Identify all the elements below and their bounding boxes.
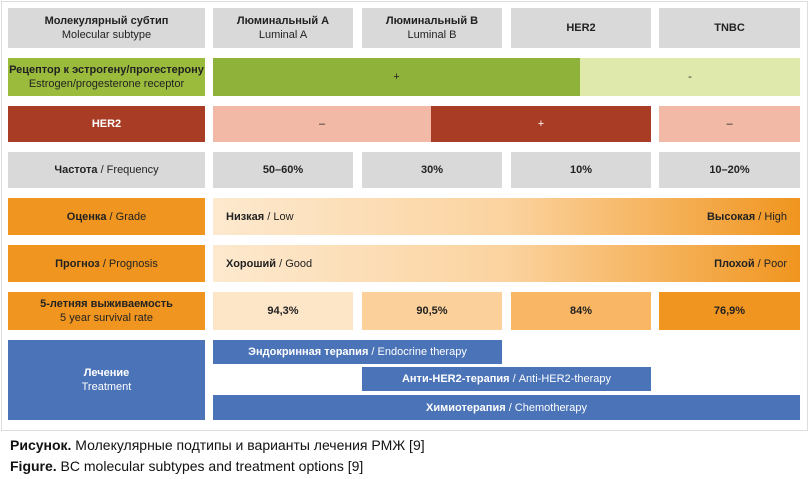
text: / High	[755, 210, 787, 223]
text: Molecular subtype	[61, 29, 152, 41]
frequency-cell: 30%	[362, 152, 502, 188]
header-label: Молекулярный субтип Molecular subtype	[8, 8, 205, 48]
text: Хороший	[226, 257, 277, 270]
text: HER2	[566, 22, 596, 34]
frequency-label: Частота / Frequency	[8, 152, 205, 188]
text: Эндокринная терапия	[248, 346, 369, 358]
survival-cell: 90,5%	[362, 292, 502, 330]
text: TNBC	[714, 22, 745, 34]
text: Luminal B	[407, 29, 457, 41]
frequency-cell: 10%	[511, 152, 651, 188]
receptor-label: Рецептор к эстрогену/прогестерону Estroge…	[8, 58, 205, 96]
grade-high: Высокая / High	[600, 198, 800, 235]
frame	[1, 1, 808, 431]
text: / Anti-HER2-therapy	[509, 373, 612, 385]
her2-label: HER2	[8, 106, 205, 142]
survival-label: 5-летняя выживаемость 5 year survival rat…	[8, 292, 205, 330]
header-col: Люминальный B Luminal B	[362, 8, 502, 48]
treatment-bar: Анти-HER2-терапия / Anti-HER2-therapy	[362, 367, 651, 391]
text: Высокая	[706, 210, 756, 223]
text: 90,5%	[416, 305, 448, 317]
text: 76,9%	[713, 305, 746, 317]
text: Люминальный A	[236, 15, 330, 27]
text: / Good	[276, 257, 313, 270]
text: / Endocrine therapy	[368, 346, 467, 358]
caption: Рисунок. Молекулярные подтипы и варианты…	[10, 435, 425, 477]
frequency-cell: 10–20%	[659, 152, 800, 188]
prognosis-gradient: Хороший / Good	[213, 245, 800, 282]
her2-neg: –	[659, 106, 800, 142]
prognosis-high: Плохой / Poor	[600, 245, 800, 282]
text: 30%	[420, 164, 444, 176]
text: Прогноз	[55, 257, 100, 270]
frequency-cell: 50–60%	[213, 152, 353, 188]
treatment-label: Лечение Treatment	[8, 340, 205, 420]
text: Анти-HER2-терапия	[401, 373, 510, 385]
text: 5 year survival rate	[60, 312, 153, 324]
text: Figure.	[10, 458, 57, 474]
text: Плохой	[714, 257, 755, 270]
text: 84%	[569, 305, 593, 317]
text: / Grade	[106, 210, 147, 223]
text: 50–60%	[262, 164, 304, 176]
survival-cell: 84%	[511, 292, 651, 330]
text: / Poor	[754, 257, 787, 270]
her2-neg: –	[213, 106, 431, 142]
text: –	[726, 118, 733, 130]
text: / Frequency	[97, 164, 159, 176]
grade-label: Оценка / Grade	[8, 198, 205, 235]
header-col: TNBC	[659, 8, 800, 48]
text: Лечение	[83, 367, 130, 379]
text: 94,3%	[267, 305, 299, 317]
text: 10%	[569, 164, 593, 176]
text: Частота	[54, 164, 98, 176]
text: Рецептор к эстрогену/прогестерону	[9, 64, 204, 76]
text: Рисунок.	[10, 437, 72, 453]
text: Люминальный B	[385, 15, 479, 27]
treatment-bar: Эндокринная терапия / Endocrine therapy	[213, 340, 502, 364]
text: HER2	[91, 118, 122, 130]
text: Молекулярные подтипы и варианты лечения …	[71, 437, 425, 453]
her2-pos: +	[431, 106, 651, 142]
text: 10–20%	[709, 164, 750, 176]
caption-line: Рисунок. Молекулярные подтипы и варианты…	[10, 435, 425, 456]
text: / Low	[264, 210, 294, 223]
text: / Chemotherapy	[505, 401, 587, 414]
receptor-pos: +	[213, 58, 580, 96]
text: Молекулярный субтип	[44, 15, 169, 27]
text: Оценка	[66, 210, 107, 223]
text: –	[318, 118, 326, 130]
header-col: HER2	[511, 8, 651, 48]
text: / Prognosis	[99, 257, 158, 270]
survival-cell: 94,3%	[213, 292, 353, 330]
text: Estrogen/progesterone receptor	[28, 78, 185, 90]
caption-line: Figure. BC molecular subtypes and treatm…	[10, 456, 425, 477]
text: 5-летняя выживаемость	[40, 298, 173, 310]
survival-cell: 76,9%	[659, 292, 800, 330]
text: Luminal A	[258, 29, 308, 41]
text: +	[537, 118, 545, 130]
header-col: Люминальный A Luminal A	[213, 8, 353, 48]
text: +	[393, 71, 400, 83]
text: Низкая	[226, 210, 265, 223]
treatment-bar: Химиотерапия / Chemotherapy	[213, 395, 800, 420]
text: -	[688, 71, 692, 83]
text: BC molecular subtypes and treatment opti…	[56, 458, 364, 474]
prognosis-label: Прогноз / Prognosis	[8, 245, 205, 282]
receptor-neg: -	[580, 58, 800, 96]
grade-gradient: Низкая / Low	[213, 198, 800, 235]
text: Химиотерапия	[426, 401, 506, 414]
text: Treatment	[81, 381, 132, 393]
